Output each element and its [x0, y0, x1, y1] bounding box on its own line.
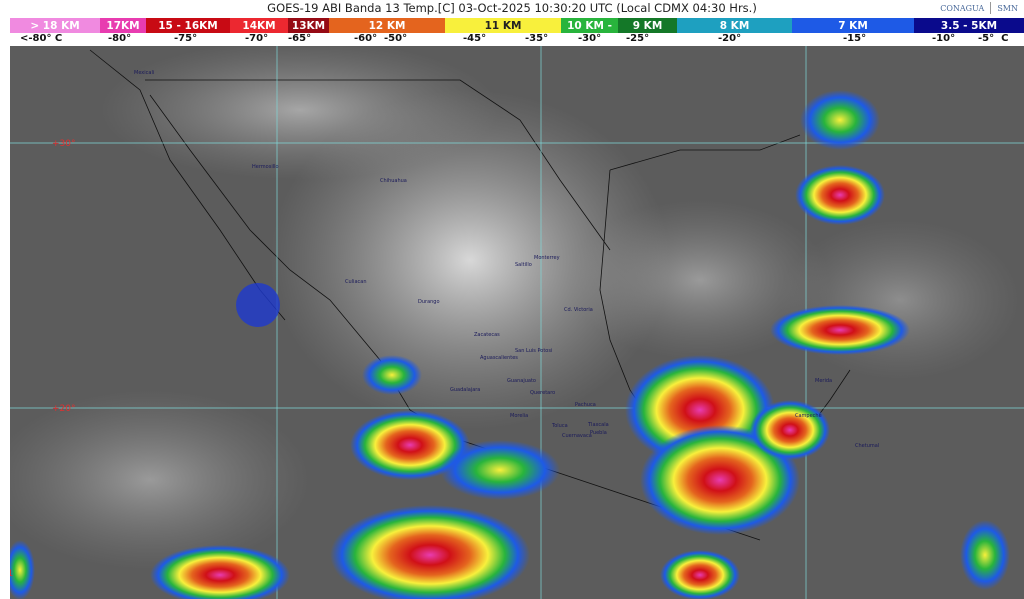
city-label: Mexicali: [134, 70, 154, 76]
conagua-logo: CONAGUA: [940, 3, 985, 13]
temp-label: -25°: [626, 33, 650, 44]
city-label: Saltillo: [515, 262, 532, 268]
graticule: [10, 46, 1024, 599]
temp-label: -70°: [245, 33, 269, 44]
legend-segment: 14KM: [230, 18, 288, 33]
lat-label: +30°: [52, 139, 76, 149]
temperature-scale: <-80° C -80° -75° -70° -65° -60° -50° -4…: [0, 33, 1024, 46]
city-label: Cd. Victoria: [564, 307, 593, 313]
temp-label: -65°: [288, 33, 312, 44]
temp-label: -35°: [525, 33, 549, 44]
city-label: Pachuca: [575, 402, 596, 408]
legend-segment: 13KM: [288, 18, 329, 33]
legend-segment: 8 KM: [677, 18, 792, 33]
temp-label: -60° -50°: [354, 33, 408, 44]
legend-segment: 15 - 16KM: [146, 18, 230, 33]
city-label: Chetumal: [855, 443, 879, 449]
temp-label: -75°: [174, 33, 198, 44]
cloud-cover: [10, 46, 1020, 570]
city-label: Aguascalientes: [480, 355, 518, 361]
lat-label: +20°: [52, 404, 76, 414]
smn-logo: SMN: [997, 3, 1018, 13]
temp-label: -5° C: [978, 33, 1009, 44]
temp-label: -45°: [463, 33, 487, 44]
legend-segment: 3.5 - 5KM: [914, 18, 1024, 33]
city-labels: Mexicali Hermosillo Chihuahua Culiacan D…: [134, 70, 879, 449]
city-label: Zacatecas: [474, 332, 500, 338]
city-label: Durango: [418, 299, 440, 305]
convective-clouds: [10, 90, 1010, 599]
city-label: Monterrey: [534, 255, 560, 261]
city-label: Morelia: [510, 413, 528, 419]
city-label: Guanajuato: [507, 378, 536, 384]
temp-label: -20°: [718, 33, 742, 44]
city-label: Chihuahua: [380, 178, 407, 184]
lat-label: +1: [10, 569, 13, 579]
color-scale-legend: > 18 KM 17KM 15 - 16KM 14KM 13KM 12 KM 1…: [10, 18, 1024, 33]
temp-label: <-80° C: [20, 33, 63, 44]
legend-segment: 12 KM: [329, 18, 445, 33]
city-label: Culiacan: [345, 279, 366, 285]
city-label: Puebla: [590, 430, 607, 436]
city-label: Hermosillo: [252, 164, 279, 170]
legend-segment: 10 KM -: [561, 18, 618, 33]
legend-segment: > 18 KM: [10, 18, 100, 33]
agency-logos: CONAGUA SMN: [940, 2, 1018, 14]
legend-segment: 17KM: [100, 18, 146, 33]
image-title: GOES-19 ABI Banda 13 Temp.[C] 03-Oct-202…: [267, 1, 757, 15]
temp-label: -15°: [843, 33, 867, 44]
city-label: Merida: [815, 378, 832, 384]
city-label: Guadalajara: [450, 387, 480, 393]
temp-label: -80°: [108, 33, 132, 44]
legend-segment: 9 KM: [618, 18, 677, 33]
city-label: Tlaxcala: [587, 422, 609, 428]
temp-label: -10°: [932, 33, 956, 44]
satellite-map[interactable]: +30° +20° +1 Mexicali Hermosillo Chihuah…: [10, 46, 1024, 599]
legend-segment: 11 KM: [445, 18, 561, 33]
city-label: San Luis Potosi: [515, 348, 552, 354]
legend-segment: 7 KM: [792, 18, 914, 33]
logo-divider: [990, 2, 992, 14]
city-label: Toluca: [551, 423, 568, 429]
city-label: Cuernavaca: [562, 433, 592, 439]
temp-label: -30°: [578, 33, 602, 44]
city-label: Queretaro: [530, 390, 555, 396]
city-label: Campeche: [795, 413, 822, 419]
latitude-labels: +30° +20° +1: [10, 139, 76, 579]
